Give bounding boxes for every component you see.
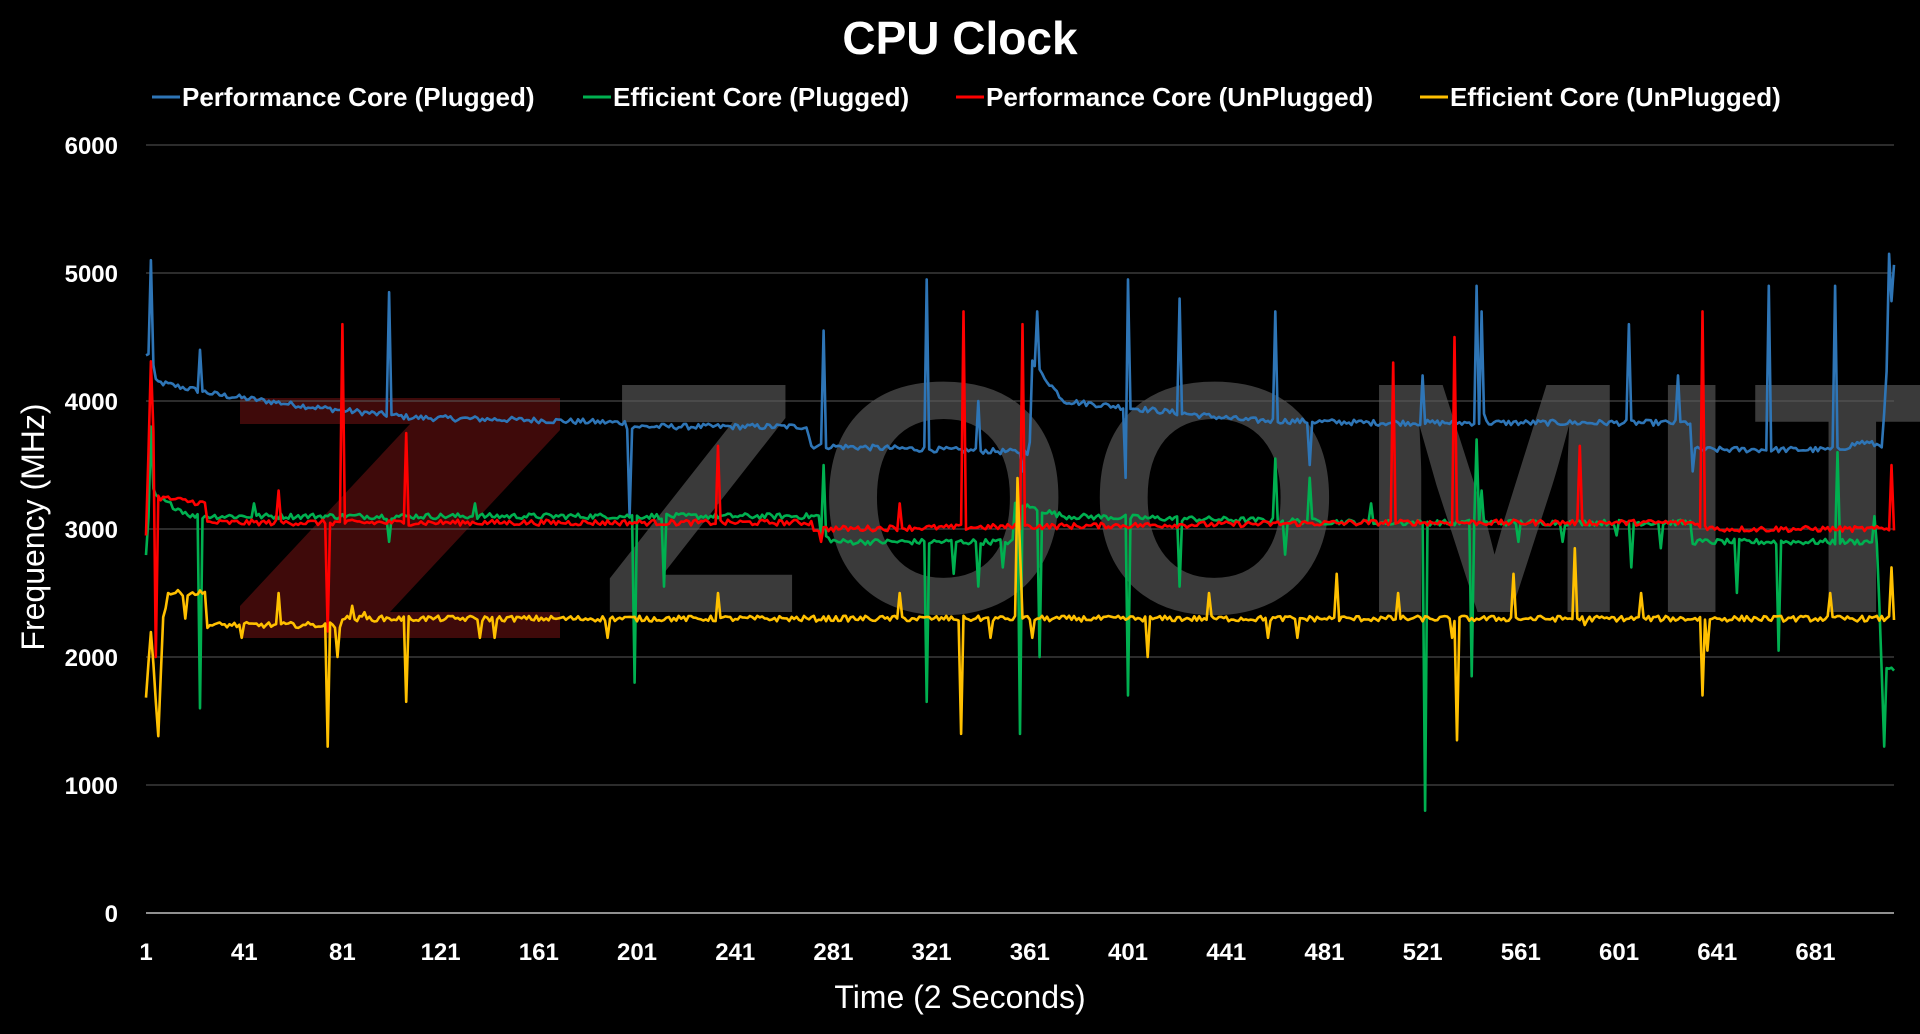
- x-tick-label: 601: [1599, 939, 1639, 966]
- chart-title: CPU Clock: [842, 12, 1078, 64]
- x-tick-label: 201: [617, 939, 657, 966]
- x-axis-title: Time (2 Seconds): [834, 979, 1085, 1015]
- x-tick-label: 41: [231, 939, 258, 966]
- x-tick-label: 121: [421, 939, 461, 966]
- y-axis-ticks: 0 1000 2000 3000 4000 5000 6000: [65, 133, 118, 928]
- x-tick-label: 361: [1010, 939, 1050, 966]
- x-tick-label: 161: [519, 939, 559, 966]
- x-tick-label: 81: [329, 939, 356, 966]
- y-tick-label: 3000: [65, 517, 118, 544]
- x-tick-label: 641: [1697, 939, 1737, 966]
- x-tick-label: 441: [1206, 939, 1246, 966]
- gridlines: [146, 144, 1894, 914]
- x-tick-label: 561: [1501, 939, 1541, 966]
- x-tick-label: 1: [139, 939, 152, 966]
- y-tick-label: 2000: [65, 645, 118, 672]
- x-tick-label: 681: [1795, 939, 1835, 966]
- series-line-4: [144, 476, 1896, 748]
- legend-label: Performance Core (Plugged): [182, 82, 535, 112]
- y-tick-label: 0: [105, 901, 118, 928]
- x-tick-label: 401: [1108, 939, 1148, 966]
- legend-label: Efficient Core (UnPlugged): [1450, 82, 1781, 112]
- legend-label: Performance Core (UnPlugged): [986, 82, 1373, 112]
- y-axis-title: Frequency (MHz): [15, 403, 51, 650]
- watermark-logo-icon: [240, 398, 560, 638]
- x-tick-label: 281: [813, 939, 853, 966]
- x-tick-label: 241: [715, 939, 755, 966]
- x-tick-label: 481: [1304, 939, 1344, 966]
- x-tick-label: 321: [912, 939, 952, 966]
- y-tick-label: 4000: [65, 389, 118, 416]
- y-tick-label: 1000: [65, 773, 118, 800]
- y-tick-label: 6000: [65, 133, 118, 160]
- x-tick-label: 521: [1403, 939, 1443, 966]
- legend-label: Efficient Core (Plugged): [613, 82, 909, 112]
- series-lines: [144, 252, 1896, 812]
- x-axis-ticks: 1 41 81 121 161 201 241 281 321 361 401 441 481 521 56…: [139, 939, 1835, 966]
- y-tick-label: 5000: [65, 261, 118, 288]
- watermark-text: ZOOMIT: [600, 313, 1920, 682]
- legend: Performance Core (Plugged) Efficient Core…: [152, 82, 1781, 112]
